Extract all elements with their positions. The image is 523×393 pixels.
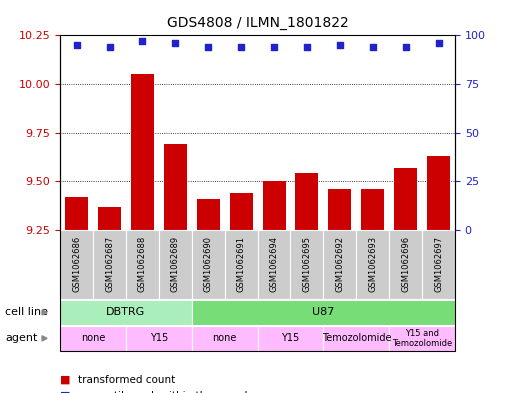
Text: GSM1062692: GSM1062692 — [335, 236, 344, 292]
Bar — [295, 173, 319, 230]
Text: Y15: Y15 — [150, 333, 168, 343]
Text: GSM1062691: GSM1062691 — [236, 236, 246, 292]
Point — [72, 42, 81, 48]
Bar — [361, 189, 384, 230]
Point — [138, 38, 146, 44]
Point — [171, 40, 179, 46]
Text: transformed count: transformed count — [78, 375, 176, 385]
Point — [237, 44, 245, 50]
Bar — [65, 197, 88, 230]
Point — [402, 44, 410, 50]
Text: GSM1062694: GSM1062694 — [269, 236, 279, 292]
Text: U87: U87 — [312, 307, 335, 318]
Text: none: none — [81, 333, 105, 343]
Text: Y15: Y15 — [281, 333, 300, 343]
Text: percentile rank within the sample: percentile rank within the sample — [78, 391, 254, 393]
Bar — [263, 181, 286, 230]
Bar — [131, 74, 154, 230]
Point — [336, 42, 344, 48]
Text: GSM1062687: GSM1062687 — [105, 236, 114, 292]
Text: agent: agent — [5, 333, 38, 343]
Bar — [328, 189, 351, 230]
Text: GSM1062690: GSM1062690 — [204, 236, 213, 292]
Text: GSM1062688: GSM1062688 — [138, 236, 147, 292]
Bar — [230, 193, 253, 230]
Text: GSM1062697: GSM1062697 — [434, 236, 443, 292]
Point — [105, 44, 113, 50]
Text: GSM1062693: GSM1062693 — [368, 236, 377, 292]
Text: GSM1062695: GSM1062695 — [302, 236, 311, 292]
Point — [204, 44, 212, 50]
Point — [303, 44, 311, 50]
Title: GDS4808 / ILMN_1801822: GDS4808 / ILMN_1801822 — [167, 16, 348, 30]
Text: GSM1062686: GSM1062686 — [72, 236, 81, 292]
Text: DBTRG: DBTRG — [106, 307, 145, 318]
Point — [369, 44, 377, 50]
Point — [435, 40, 443, 46]
Text: GSM1062696: GSM1062696 — [401, 236, 410, 292]
Text: ■: ■ — [60, 375, 71, 385]
Text: cell line: cell line — [5, 307, 48, 318]
Bar — [164, 144, 187, 230]
Point — [270, 44, 278, 50]
Bar — [197, 199, 220, 230]
Text: Y15 and
Temozolomide: Y15 and Temozolomide — [392, 329, 452, 348]
Bar — [394, 168, 417, 230]
Text: GSM1062689: GSM1062689 — [171, 236, 180, 292]
Bar — [98, 207, 121, 230]
Bar — [427, 156, 450, 230]
Text: ■: ■ — [60, 391, 71, 393]
Text: Temozolomide: Temozolomide — [322, 333, 391, 343]
Text: none: none — [212, 333, 237, 343]
